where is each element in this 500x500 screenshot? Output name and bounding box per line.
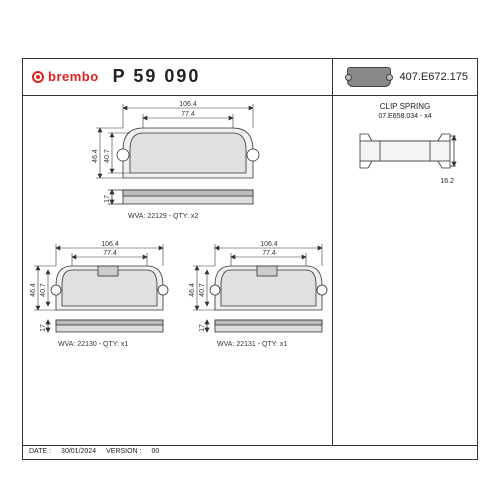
pad-top: 106.4 77.4 (88, 100, 268, 230)
date-label: DATE : (29, 448, 51, 457)
version-label: VERSION : (106, 448, 141, 457)
clip-width-dim: 16.2 (338, 178, 472, 185)
svg-text:77.4: 77.4 (262, 250, 276, 257)
svg-text:46.4: 46.4 (30, 283, 37, 297)
secondary-ref: 407.E672.175 (399, 71, 468, 83)
svg-text:77.4: 77.4 (103, 250, 117, 257)
vertical-divider (332, 58, 333, 446)
brembo-logo: brembo (32, 69, 99, 84)
svg-text:WVA: 22131 - QTY: x1: WVA: 22131 - QTY: x1 (217, 341, 287, 348)
pad-bl-drawing: 106.4 77.4 (28, 240, 173, 365)
pad-top-w-outer: 106.4 (179, 101, 197, 108)
brand-text: brembo (48, 69, 99, 84)
header-left: brembo P 59 090 (22, 58, 332, 95)
pad-bottom-row: 106.4 77.4 (28, 240, 328, 375)
logo-mark-icon (32, 71, 44, 83)
date-value: 30/01/2024 (61, 448, 96, 457)
svg-text:17: 17 (199, 324, 206, 332)
pad-bottom-right: 106.4 77.4 (187, 240, 332, 365)
clip-title: CLIP SPRING (338, 102, 472, 111)
pad-bottom-left: 106.4 77.4 (28, 240, 173, 365)
svg-text:106.4: 106.4 (101, 241, 119, 248)
pad-top-h-inner: 40.7 (104, 149, 111, 163)
clip-spring-panel: CLIP SPRING 07.E658.034 - x4 16.2 (338, 102, 472, 185)
pad-top-drawing: 106.4 77.4 (88, 100, 268, 230)
drawing-sheet: brembo P 59 090 407.E672.175 CLIP SPRING… (0, 0, 500, 500)
svg-text:40.7: 40.7 (40, 283, 47, 297)
header-right: 407.E672.175 (332, 58, 478, 95)
version-value: 00 (152, 448, 160, 457)
pad-thumbnail-icon (347, 67, 391, 87)
pad-top-wva: WVA: 22129 - QTY: x2 (128, 213, 198, 220)
pad-br-drawing: 106.4 77.4 (187, 240, 332, 365)
pad-top-h-outer: 46.4 (92, 149, 99, 163)
header-row: brembo P 59 090 407.E672.175 (22, 58, 478, 96)
svg-text:17: 17 (40, 324, 47, 332)
svg-text:46.4: 46.4 (189, 283, 196, 297)
footer: DATE : 30/01/2024 VERSION : 00 (22, 446, 478, 460)
part-number: P 59 090 (113, 66, 201, 87)
pad-top-w-inner: 77.4 (181, 111, 195, 118)
svg-text:WVA: 22130 - QTY: x1: WVA: 22130 - QTY: x1 (58, 341, 128, 348)
pad-top-thick: 17 (104, 195, 111, 203)
pads-area: 106.4 77.4 (28, 100, 328, 375)
svg-text:40.7: 40.7 (199, 283, 206, 297)
clip-ref: 07.E658.034 - x4 (338, 113, 472, 120)
svg-text:106.4: 106.4 (260, 241, 278, 248)
clip-spring-drawing (350, 126, 460, 176)
